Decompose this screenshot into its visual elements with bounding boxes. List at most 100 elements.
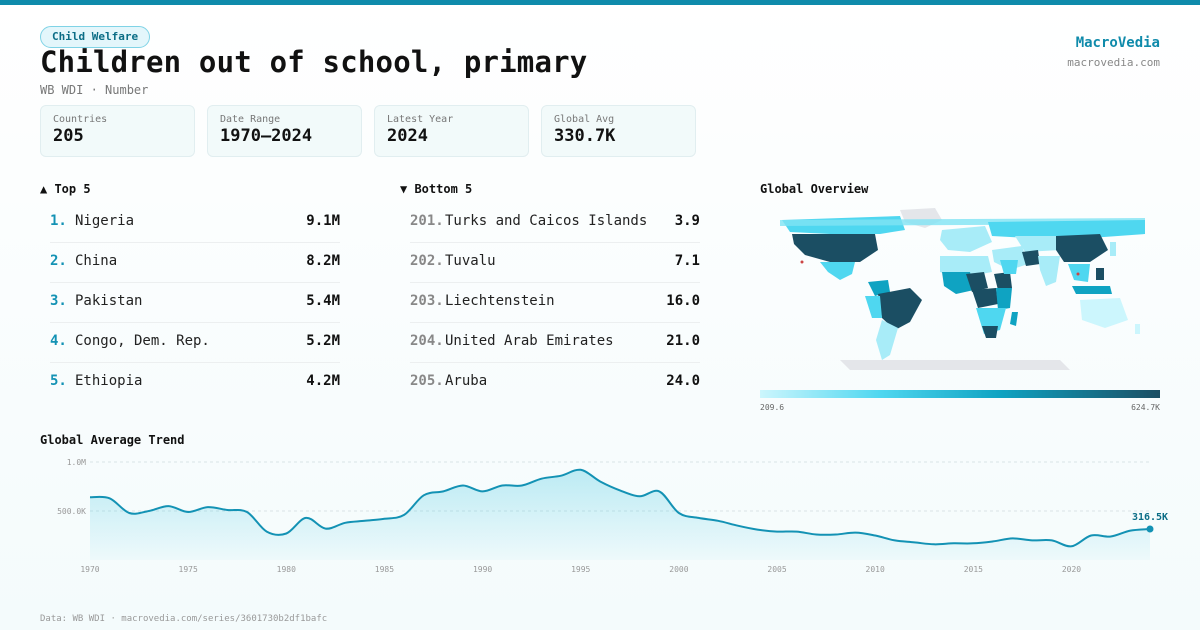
x-tick-label: 2020 xyxy=(1062,565,1081,574)
trend-chart[interactable]: 316.5K 1970 1975 1980 1985 1990 1995 2000 2005 2… xyxy=(40,450,1180,580)
list-item[interactable]: 203. Liechtenstein 16.0 xyxy=(410,283,700,323)
stat-value: 330.7K xyxy=(554,126,616,146)
list-item[interactable]: 202. Tuvalu 7.1 xyxy=(410,243,700,283)
map-region-colombia xyxy=(868,280,890,296)
country-name: Liechtenstein xyxy=(445,293,555,309)
country-name: Nigeria xyxy=(75,213,135,229)
map-region-central-asia xyxy=(1015,236,1060,252)
trend-end-marker xyxy=(1146,525,1154,533)
map-region-south-africa xyxy=(982,326,998,338)
trend-line xyxy=(89,468,1151,548)
rank-number: 204. xyxy=(410,333,444,349)
list-item[interactable]: 205. Aruba 24.0 xyxy=(410,363,700,403)
top-accent-bar xyxy=(0,0,1200,5)
country-name: Turks and Caicos Islands xyxy=(445,213,648,229)
country-value: 5.4M xyxy=(306,293,340,309)
x-tick-label: 1990 xyxy=(473,565,492,574)
country-name: Ethiopia xyxy=(75,373,143,389)
map-region-mexico xyxy=(820,262,855,280)
brand-logo[interactable]: MacroVedia xyxy=(1075,35,1160,51)
map-region-antarctica xyxy=(840,360,1070,370)
trend-chart-svg: 316.5K 1970 1975 1980 1985 1990 1995 2000 2005 2… xyxy=(57,458,1168,574)
country-value: 9.1M xyxy=(306,213,340,229)
map-region-nigeria xyxy=(966,272,988,292)
x-tick-label: 1980 xyxy=(277,565,296,574)
map-region-russia xyxy=(988,220,1145,238)
list-item[interactable]: 3. Pakistan 5.4M xyxy=(50,283,340,323)
stat-label: Latest Year xyxy=(387,114,454,125)
map-region-middle-east xyxy=(992,246,1028,270)
page-title: Children out of school, primary xyxy=(40,45,588,79)
trend-heading: Global Average Trend xyxy=(40,433,185,447)
x-tick-label: 2010 xyxy=(866,565,885,574)
y-tick-label: 500.0K xyxy=(57,507,86,516)
country-value: 4.2M xyxy=(306,373,340,389)
country-name: Aruba xyxy=(445,373,488,389)
map-region-west-africa xyxy=(942,272,974,294)
map-region-china xyxy=(1056,234,1108,262)
list-item[interactable]: 2. China 8.2M xyxy=(50,243,340,283)
map-region-saudi-arabia xyxy=(1000,260,1018,274)
map-region-argentina xyxy=(876,320,898,360)
source-footer[interactable]: Data: WB WDI · macrovedia.com/series/360… xyxy=(40,614,328,624)
x-tick-label: 2000 xyxy=(669,565,688,574)
bottom5-heading: ▼ Bottom 5 xyxy=(400,182,473,196)
map-island-caribbean xyxy=(800,260,804,264)
rank-number: 1. xyxy=(50,213,67,229)
rank-number: 203. xyxy=(410,293,444,309)
list-item[interactable]: 201. Turks and Caicos Islands 3.9 xyxy=(410,203,700,243)
country-value: 7.1 xyxy=(674,253,700,269)
world-map[interactable] xyxy=(760,200,1160,385)
list-item[interactable]: 204. United Arab Emirates 21.0 xyxy=(410,323,700,363)
stat-value: 1970–2024 xyxy=(220,126,313,146)
rank-number: 4. xyxy=(50,333,67,349)
map-region-pakistan xyxy=(1022,250,1040,266)
x-tick-label: 1985 xyxy=(375,565,394,574)
stat-label: Global Avg xyxy=(554,114,615,125)
rank-number: 2. xyxy=(50,253,67,269)
map-color-legend xyxy=(760,390,1160,398)
map-region-brazil xyxy=(878,288,922,330)
map-region-peru xyxy=(865,296,882,318)
world-map-svg xyxy=(780,208,1145,370)
country-name: Pakistan xyxy=(75,293,143,309)
stat-label: Date Range xyxy=(220,114,281,125)
x-tick-label: 2005 xyxy=(767,565,786,574)
top5-list: 1. Nigeria 9.1M 2. China 8.2M 3. Pakista… xyxy=(50,203,340,403)
trend-end-label: 316.5K xyxy=(1132,512,1168,523)
stat-card-date-range: Date Range 1970–2024 xyxy=(207,105,362,157)
map-region-ethiopia xyxy=(994,272,1012,290)
legend-max-label: 624.7K xyxy=(1131,403,1160,412)
stat-card-latest-year: Latest Year 2024 xyxy=(374,105,529,157)
list-item[interactable]: 4. Congo, Dem. Rep. 5.2M xyxy=(50,323,340,363)
trend-area xyxy=(90,469,1150,560)
stat-value: 2024 xyxy=(387,126,428,146)
map-region-usa xyxy=(792,234,878,262)
map-region-india xyxy=(1038,256,1060,286)
country-name: Congo, Dem. Rep. xyxy=(75,333,210,349)
legend-min-label: 209.6 xyxy=(760,403,785,412)
rank-number: 205. xyxy=(410,373,444,389)
map-region-australia xyxy=(1080,298,1128,328)
rank-number: 202. xyxy=(410,253,444,269)
stat-value: 205 xyxy=(53,126,84,146)
bottom5-list: 201. Turks and Caicos Islands 3.9 202. T… xyxy=(410,203,700,403)
map-region-east-africa xyxy=(996,288,1012,310)
country-name: Tuvalu xyxy=(445,253,496,269)
brand-url[interactable]: macrovedia.com xyxy=(1067,56,1160,69)
map-heading: Global Overview xyxy=(760,182,869,196)
list-item[interactable]: 5. Ethiopia 4.2M xyxy=(50,363,340,403)
country-value: 24.0 xyxy=(666,373,700,389)
country-name: China xyxy=(75,253,118,269)
page-subtitle: WB WDI · Number xyxy=(40,83,149,97)
map-region-madagascar xyxy=(1010,312,1018,326)
y-tick-label: 1.0M xyxy=(67,458,86,467)
map-region-europe xyxy=(940,226,992,252)
top5-heading: ▲ Top 5 xyxy=(40,182,91,196)
category-tag[interactable]: Child Welfare xyxy=(40,26,151,48)
list-item[interactable]: 1. Nigeria 9.1M xyxy=(50,203,340,243)
map-region-indonesia xyxy=(1072,286,1112,294)
stat-label: Countries xyxy=(53,114,108,125)
x-tick-label: 2015 xyxy=(964,565,983,574)
country-value: 5.2M xyxy=(306,333,340,349)
